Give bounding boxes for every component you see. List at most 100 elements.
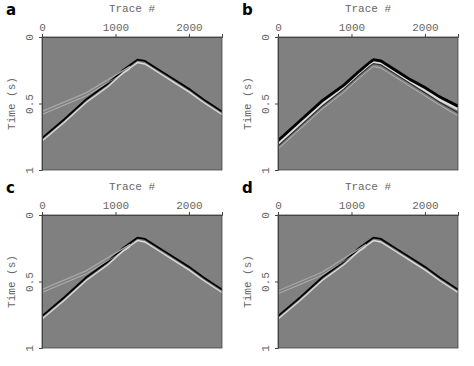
y-tick-mark [39,348,42,349]
event-line [278,238,458,316]
x-tick: 0 [39,22,46,37]
y-tick-label: 0 [260,34,272,41]
y-tick: 1 [260,345,278,352]
y-tick-label: 1 [24,167,36,174]
x-axis-line [43,212,223,216]
y-tick-label: 0.5 [24,272,36,292]
panel: 01000200000.51Trace #Time (s)b [242,1,459,174]
y-tick-mark [275,282,278,283]
y-tick: 1 [24,345,42,352]
plot-frame [42,215,222,348]
event-halo [42,241,222,319]
y-tick-label: 0.5 [260,272,272,292]
x-axis: 0 1000 2000 [275,22,458,38]
panel: 01000200000.51Trace #Time (s)c [6,179,223,352]
x-tick-mark [351,34,352,37]
x-tick-label: 2000 [176,200,202,212]
x-tick: 2000 [412,200,438,215]
y-tick-mark [275,348,278,349]
plot-frame [278,37,458,170]
x-tick: 2000 [412,22,438,37]
x-tick: 1000 [103,200,129,215]
y-tick-mark [39,104,42,105]
y-tick: 0.5 [24,94,42,114]
y-tick-mark [39,282,42,283]
x-tick-label: 0 [275,22,282,34]
y-tick-mark [39,37,42,38]
y-axis: 00.51 [260,212,279,352]
y-tick-mark [275,104,278,105]
x-tick-mark [115,212,116,215]
y-axis-title: Time (s) [6,255,18,308]
panel: 01000200000.51Trace #Time (s)a [6,1,223,174]
x-tick: 1000 [339,22,365,37]
x-tick: 2000 [176,200,202,215]
x-tick-label: 0 [39,200,46,212]
plot-background [42,215,222,348]
x-tick-mark [42,34,43,37]
x-tick-label: 2000 [412,22,438,34]
x-tick: 1000 [339,200,365,215]
figure: 01000200000.51Trace #Time (s)a0100020000… [0,0,474,366]
x-axis-line [279,212,459,216]
x-tick-label: 1000 [339,22,365,34]
y-tick-label: 0.5 [260,94,272,114]
y-tick: 1 [260,167,278,174]
y-axis-title: Time (s) [6,77,18,130]
x-tick-mark [189,212,190,215]
panel: 01000200000.51Trace #Time (s)d [242,179,459,352]
y-tick-label: 0 [260,212,272,219]
y-tick: 1 [24,167,42,174]
x-axis-title: Trace # [109,3,156,15]
x-tick-label: 0 [275,200,282,212]
x-axis-title: Trace # [345,181,392,193]
y-tick: 0.5 [24,272,42,292]
x-tick-label: 1000 [103,200,129,212]
panel-label: d [242,179,253,197]
event-line [42,66,130,111]
y-axis-line [39,216,43,349]
event-line [42,238,222,316]
plot-frame [42,37,222,170]
x-tick-mark [425,34,426,37]
y-tick-mark [275,170,278,171]
y-tick: 0 [24,212,42,219]
x-tick: 0 [39,200,46,215]
x-tick-label: 0 [39,22,46,34]
event-halo [278,63,458,144]
x-tick: 0 [275,22,282,37]
y-tick-mark [39,170,42,171]
y-tick-label: 0 [24,212,36,219]
y-axis: 00.51 [24,34,43,174]
x-axis-title: Trace # [345,3,392,15]
y-tick: 0 [24,34,42,41]
x-axis: 0 1000 2000 [275,200,458,216]
event-halo [278,67,458,149]
y-axis-line [39,38,43,171]
event-halo [42,63,222,141]
x-axis: 0 1000 2000 [39,200,222,216]
x-tick-mark [115,34,116,37]
x-tick-label: 2000 [412,200,438,212]
event-halo [278,247,366,294]
x-tick-mark [425,212,426,215]
plot-background [278,37,458,170]
x-tick: 1000 [103,22,129,37]
x-tick-label: 1000 [103,22,129,34]
x-tick-label: 2000 [176,22,202,34]
panel-label: a [6,1,16,19]
x-tick-mark [278,212,279,215]
x-axis-line [43,34,223,38]
y-tick-label: 0.5 [24,94,36,114]
y-tick: 0 [260,34,278,41]
plot-background [278,215,458,348]
y-axis: 00.51 [24,212,43,352]
y-tick-label: 0 [24,34,36,41]
y-axis-line [275,216,279,349]
y-tick: 0.5 [260,94,278,114]
y-axis-title: Time (s) [242,255,254,308]
event-line [42,244,130,289]
y-axis: 00.51 [260,34,279,174]
y-tick-label: 1 [260,345,272,352]
x-tick: 0 [275,200,282,215]
